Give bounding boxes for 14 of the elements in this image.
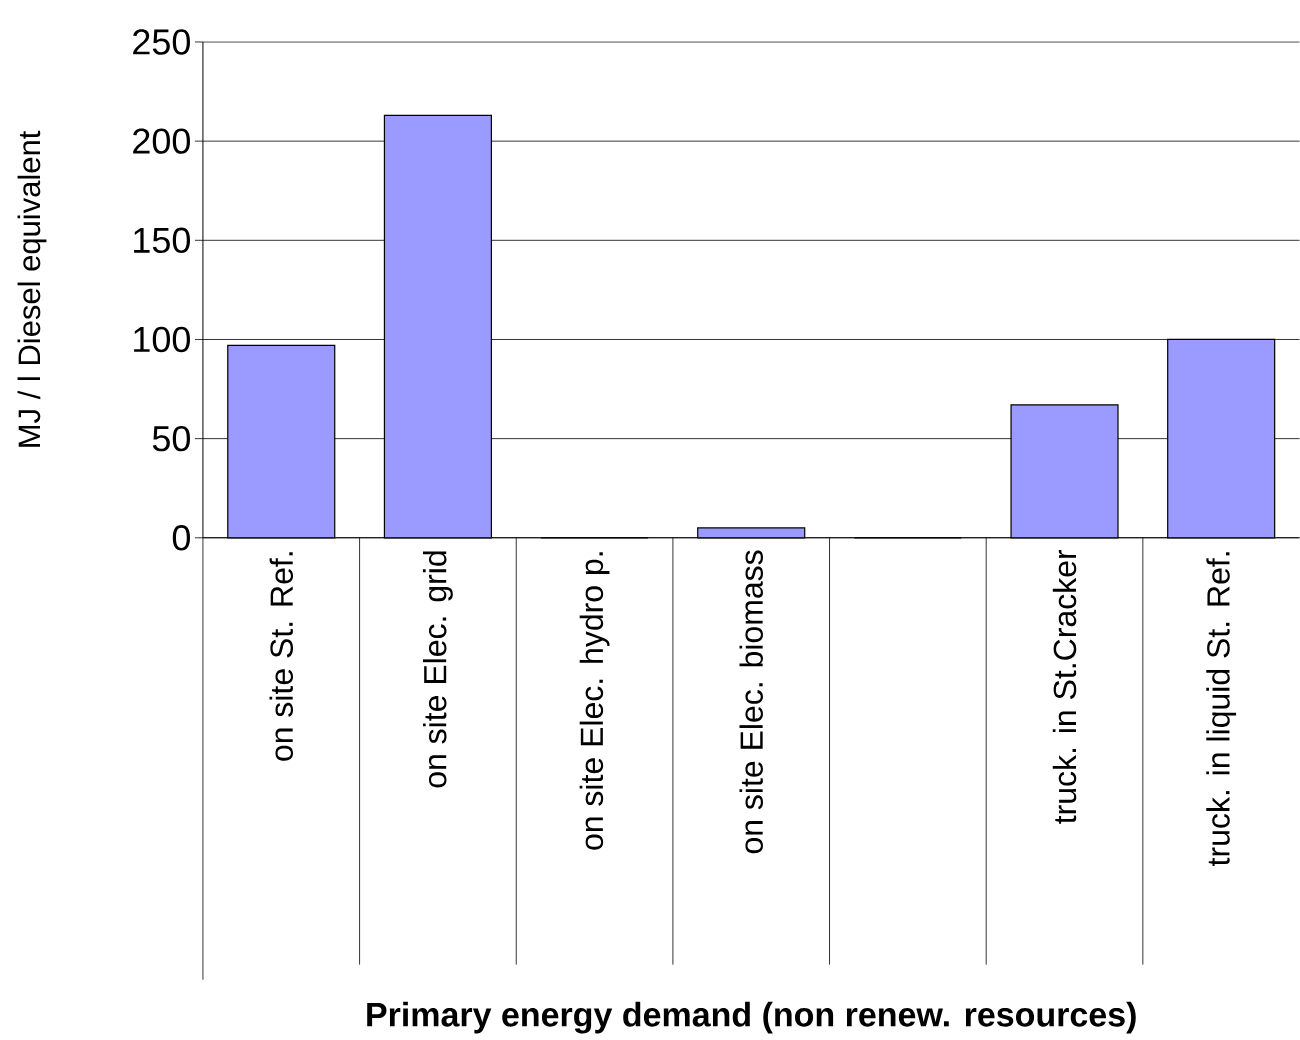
- y-tick-label: 150: [134, 227, 190, 254]
- x-tick-label: truck. in liquid St. Ref.: [1206, 552, 1237, 867]
- y-tick-label: 250: [133, 29, 190, 55]
- y-tick-label: 50: [152, 426, 190, 452]
- y-tick-label: 100: [134, 326, 190, 353]
- x-tick-label: on site Elec. grid: [423, 551, 453, 788]
- y-axis-title: MJ / l Diesel equivalent: [17, 131, 47, 447]
- x-tick-label: on site Elec. hydro p.: [579, 552, 610, 850]
- y-tick-label: 0: [172, 525, 190, 551]
- x-tick-label: on site Elec. biomass: [739, 550, 763, 854]
- y-tick-label: 200: [133, 128, 190, 155]
- x-axis-title: Primary energy demand (non renew. resources): [367, 1001, 1136, 1034]
- x-tick-label: on site St. Ref.: [269, 552, 293, 761]
- x-tick-label: truck. in St.Cracker: [1052, 550, 1077, 824]
